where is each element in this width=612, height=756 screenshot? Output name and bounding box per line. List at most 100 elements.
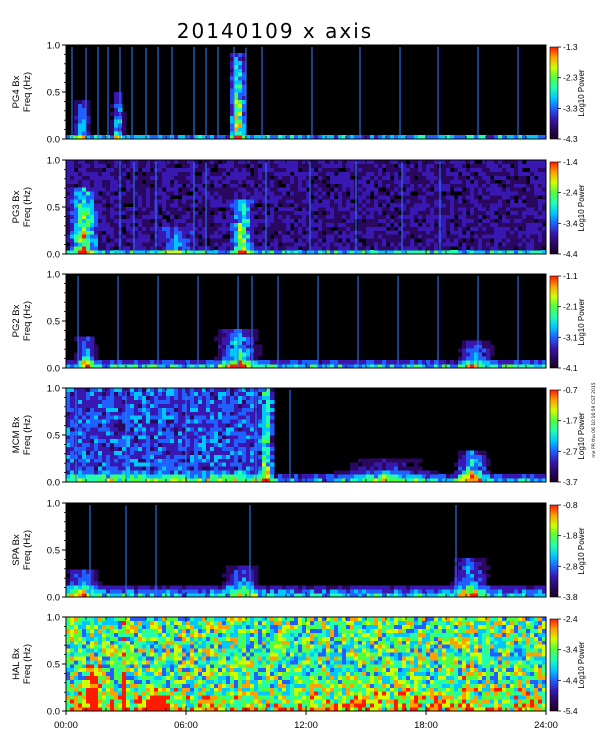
heatmap-cell: [258, 431, 263, 436]
heatmap-cell: [346, 222, 351, 227]
heatmap-cell: [442, 175, 447, 180]
heatmap-cell: [230, 431, 235, 436]
heatmap-cell: [430, 246, 435, 251]
heatmap-cell: [466, 171, 471, 176]
heatmap-cell: [82, 388, 87, 393]
heatmap-cell: [418, 179, 423, 184]
heatmap-cell: [150, 160, 155, 165]
heatmap-cell: [330, 160, 335, 165]
heatmap-cell: [354, 364, 359, 369]
heatmap-cell: [526, 191, 531, 196]
heatmap-cell: [262, 462, 267, 467]
heatmap-cell: [238, 187, 243, 192]
heatmap-cell: [282, 214, 287, 220]
heatmap-cell: [150, 403, 155, 408]
heatmap-cell: [138, 442, 143, 448]
heatmap-cell: [186, 226, 191, 231]
heatmap-cell: [186, 458, 191, 463]
heatmap-cell: [90, 478, 95, 483]
heatmap-cell: [502, 226, 507, 231]
heatmap-cell: [246, 423, 251, 428]
heatmap-cell: [70, 210, 75, 216]
heatmap-cell: [534, 191, 539, 196]
heatmap-cell: [110, 127, 115, 132]
heatmap-cell: [182, 438, 187, 444]
heatmap-cell: [110, 435, 115, 440]
heatmap-cell: [250, 446, 255, 451]
heatmap-cell: [242, 175, 247, 180]
heatmap-cell: [322, 163, 327, 169]
heatmap-cell: [78, 438, 83, 444]
heatmap-cell: [90, 403, 95, 408]
heatmap-cell: [230, 179, 235, 184]
heatmap-cell: [66, 442, 71, 448]
heatmap-cell: [382, 230, 387, 235]
heatmap-cell: [350, 364, 355, 369]
heatmap-cell: [94, 458, 99, 463]
heatmap-cell: [270, 399, 275, 404]
heatmap-cell: [230, 127, 235, 132]
heatmap-cell: [482, 171, 487, 176]
heatmap-cell: [494, 238, 499, 243]
heatmap-cell: [218, 171, 223, 176]
heatmap-cell: [542, 210, 547, 216]
heatmap-cell: [138, 415, 143, 420]
heatmap-cell: [82, 250, 87, 255]
heatmap-cell: [470, 364, 475, 369]
heatmap-cell: [334, 246, 339, 251]
heatmap-cell: [474, 207, 479, 212]
heatmap-cell: [138, 171, 143, 176]
heatmap-cell: [510, 218, 515, 223]
heatmap-cell: [350, 183, 355, 188]
heatmap-cell: [174, 454, 179, 459]
heatmap-cell: [102, 191, 107, 196]
heatmap-cell: [142, 403, 147, 408]
heatmap-cell: [130, 163, 135, 169]
heatmap-cell: [514, 364, 519, 369]
heatmap-cell: [98, 360, 103, 365]
heatmap-cell: [302, 183, 307, 188]
heatmap-cell: [398, 175, 403, 180]
heatmap-cell: [94, 423, 99, 428]
heatmap-cell: [450, 171, 455, 176]
heatmap-cell: [218, 411, 223, 416]
heatmap-cell: [386, 234, 391, 239]
heatmap-cell: [370, 187, 375, 192]
heatmap-cell: [174, 360, 179, 365]
heatmap-cell: [110, 199, 115, 204]
heatmap-cell: [234, 103, 239, 108]
heatmap-cell: [162, 171, 167, 176]
heatmap-cell: [486, 183, 491, 188]
heatmap-cell: [222, 395, 227, 401]
heatmap-cell: [230, 222, 235, 227]
heatmap-cell: [426, 175, 431, 180]
heatmap-cell: [470, 187, 475, 192]
heatmap-cell: [202, 478, 207, 483]
heatmap-cell: [266, 135, 271, 140]
heatmap-cell: [246, 238, 251, 243]
heatmap-cell: [166, 250, 171, 255]
heatmap-cell: [122, 131, 127, 136]
heatmap-cell: [514, 160, 519, 165]
heatmap-cell: [106, 407, 111, 412]
heatmap-cell: [398, 462, 403, 467]
heatmap-cell: [310, 242, 315, 247]
heatmap-cell: [414, 242, 419, 247]
heatmap-cell: [234, 470, 239, 475]
heatmap-cell: [538, 207, 543, 212]
heatmap-cell: [246, 210, 251, 216]
heatmap-cell: [122, 466, 127, 471]
heatmap-cell: [178, 242, 183, 247]
heatmap-cell: [294, 474, 299, 479]
heatmap-cell: [86, 340, 91, 345]
heatmap-cell: [486, 242, 491, 247]
heatmap-cell: [326, 187, 331, 192]
heatmap-cell: [542, 218, 547, 223]
heatmap-cell: [458, 364, 463, 369]
heatmap-cell: [542, 160, 547, 165]
heatmap-cell: [306, 226, 311, 231]
heatmap-cell: [110, 431, 115, 436]
heatmap-cell: [470, 163, 475, 169]
heatmap-cell: [210, 187, 215, 192]
